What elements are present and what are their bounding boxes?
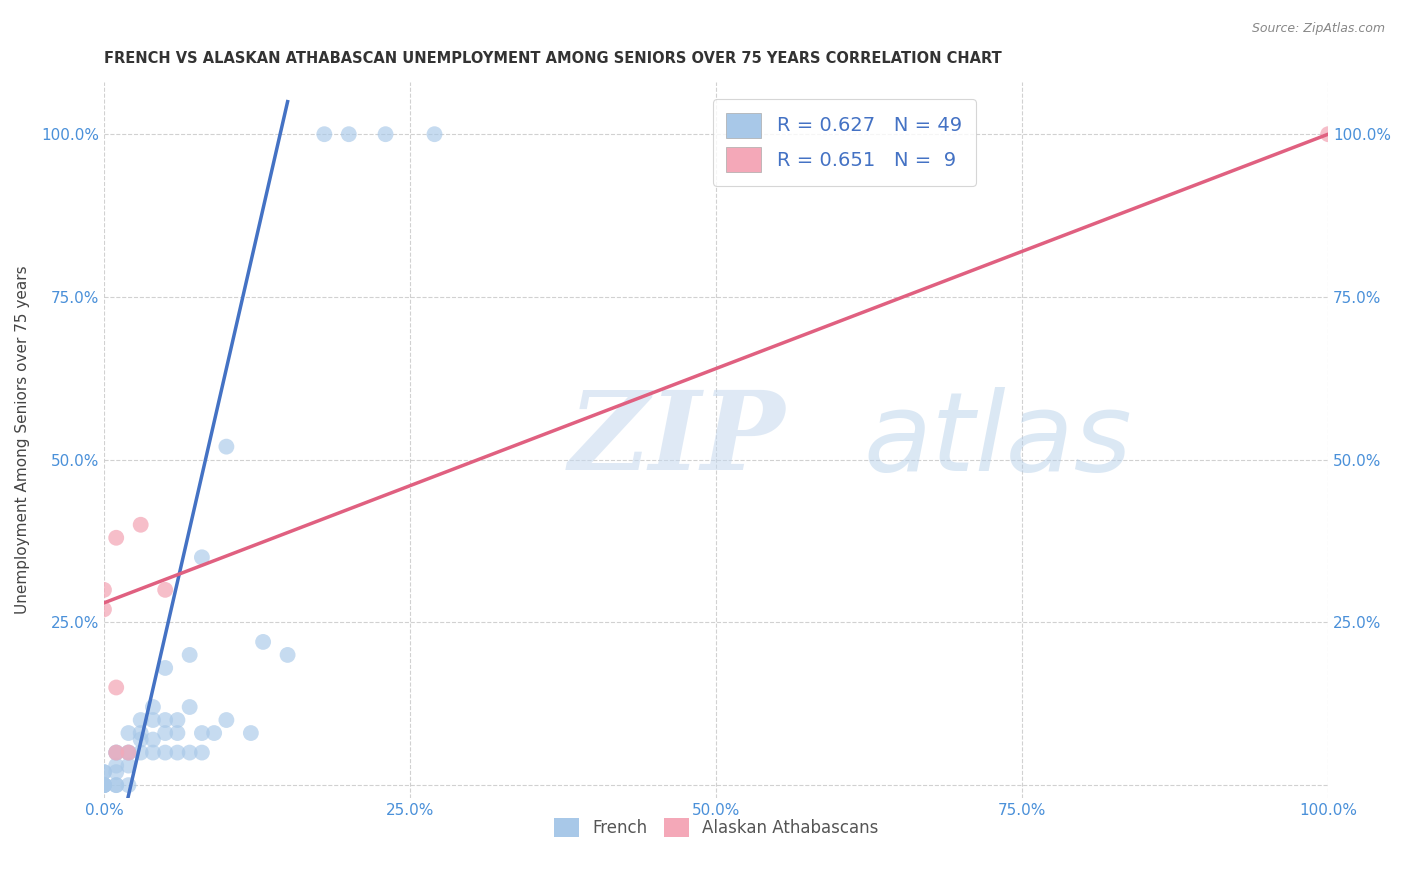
Point [215, 440, 238, 454]
Point [153, 746, 176, 760]
Point [105, 778, 128, 792]
Point [105, 746, 128, 760]
Point [166, 713, 188, 727]
Y-axis label: Unemployment Among Seniors over 75 years: Unemployment Among Seniors over 75 years [15, 266, 30, 615]
Point [93, 778, 115, 792]
Point [423, 127, 446, 141]
Point [1317, 127, 1340, 141]
Point [105, 531, 128, 545]
Point [215, 713, 238, 727]
Point [117, 758, 139, 772]
Text: atlas: atlas [863, 386, 1132, 493]
Point [117, 746, 139, 760]
Point [93, 778, 115, 792]
Point [142, 732, 165, 747]
Point [374, 127, 396, 141]
Point [202, 726, 225, 740]
Point [93, 778, 115, 792]
Point [117, 778, 139, 792]
Point [277, 648, 299, 662]
Point [153, 661, 176, 675]
Point [117, 746, 139, 760]
Point [93, 602, 115, 616]
Text: ZIP: ZIP [569, 386, 786, 494]
Point [191, 726, 214, 740]
Point [129, 713, 152, 727]
Point [142, 746, 165, 760]
Point [142, 713, 165, 727]
Point [105, 778, 128, 792]
Point [166, 746, 188, 760]
Point [93, 778, 115, 792]
Point [191, 746, 214, 760]
Point [129, 746, 152, 760]
Point [153, 713, 176, 727]
Point [337, 127, 360, 141]
Point [129, 726, 152, 740]
Point [252, 635, 274, 649]
Point [105, 746, 128, 760]
Point [117, 746, 139, 760]
Point [105, 765, 128, 780]
Point [142, 700, 165, 714]
Point [93, 765, 115, 780]
Text: Source: ZipAtlas.com: Source: ZipAtlas.com [1251, 22, 1385, 36]
Point [179, 648, 201, 662]
Point [105, 681, 128, 695]
Point [105, 746, 128, 760]
Point [179, 700, 201, 714]
Point [179, 746, 201, 760]
Point [117, 726, 139, 740]
Point [153, 726, 176, 740]
Point [105, 758, 128, 772]
Point [191, 550, 214, 565]
Point [93, 778, 115, 792]
Point [314, 127, 336, 141]
Point [129, 517, 152, 532]
Legend: French, Alaskan Athabascans: French, Alaskan Athabascans [547, 811, 886, 844]
Point [166, 726, 188, 740]
Point [153, 582, 176, 597]
Point [93, 582, 115, 597]
Text: FRENCH VS ALASKAN ATHABASCAN UNEMPLOYMENT AMONG SENIORS OVER 75 YEARS CORRELATIO: FRENCH VS ALASKAN ATHABASCAN UNEMPLOYMEN… [104, 51, 1001, 66]
Point [239, 726, 262, 740]
Point [93, 765, 115, 780]
Point [129, 732, 152, 747]
